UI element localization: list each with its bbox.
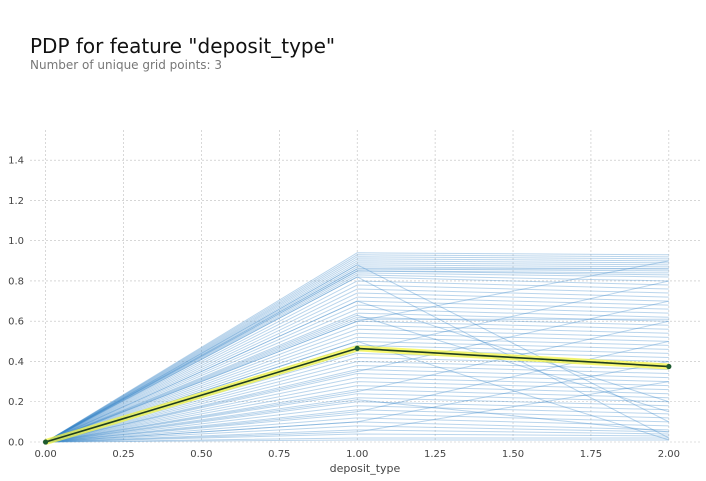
ice-line	[45, 256, 669, 443]
ice-line	[45, 369, 669, 443]
axis-ticks: 0.00 0.25 0.50 0.75 1.00 1.25 1.50 1.75 2.00 0.0 0…	[8, 156, 680, 460]
ice-line	[45, 272, 669, 443]
ice-line	[45, 300, 669, 443]
ice-line	[45, 268, 669, 443]
ice-line	[45, 308, 669, 443]
pdp-point	[42, 439, 49, 445]
y-tick-label: 0.4	[8, 357, 24, 368]
ice-line	[45, 270, 669, 443]
ice-line	[45, 320, 669, 443]
y-tick-label: 0.8	[8, 276, 24, 287]
pdp-series	[42, 345, 672, 445]
pdp-point	[354, 345, 360, 351]
ice-line	[45, 409, 669, 443]
ice-line	[45, 425, 669, 443]
ice-line	[45, 381, 669, 443]
y-tick-label: 0.0	[8, 438, 24, 449]
ice-line	[45, 264, 670, 443]
ice-line	[45, 264, 669, 443]
y-tick-label: 1.2	[8, 196, 24, 207]
x-tick-label: 0.50	[190, 449, 212, 460]
grid	[30, 130, 700, 443]
ice-line	[45, 276, 670, 443]
x-tick-label: 0.75	[268, 449, 290, 460]
ice-line	[45, 399, 669, 443]
chart-subtitle: Number of unique grid points: 3	[30, 58, 223, 72]
ice-line	[45, 373, 669, 443]
y-tick-label: 0.2	[8, 397, 24, 408]
ice-line	[45, 417, 669, 443]
ice-line	[45, 405, 669, 443]
x-tick-label: 0.25	[112, 449, 134, 460]
ice-line	[45, 292, 669, 443]
ice-line	[45, 336, 669, 443]
x-axis-label: deposit_type	[330, 462, 401, 475]
ice-line	[45, 421, 669, 443]
ice-line	[45, 300, 669, 443]
ice-line	[45, 252, 669, 443]
x-tick-label: 1.25	[424, 449, 446, 460]
ice-line	[45, 270, 669, 443]
ice-line	[45, 258, 669, 443]
ice-line	[45, 401, 669, 443]
ice-line	[45, 365, 669, 443]
x-tick-label: 1.50	[502, 449, 524, 460]
x-tick-label: 1.00	[346, 449, 368, 460]
ice-line	[45, 262, 669, 443]
ice-line	[45, 284, 669, 443]
ice-line	[45, 280, 669, 443]
ice-line	[45, 433, 669, 443]
ice-line	[45, 316, 669, 443]
ice-line	[45, 254, 669, 443]
ice-line	[45, 413, 669, 443]
ice-line	[45, 385, 669, 443]
y-tick-label: 0.6	[8, 317, 24, 328]
ice-line	[45, 274, 669, 443]
y-tick-label: 1.0	[8, 236, 24, 247]
ice-line	[45, 312, 669, 443]
ice-line	[45, 318, 669, 443]
ice-line	[45, 304, 669, 443]
ice-line	[45, 437, 669, 443]
ice-line	[45, 300, 669, 443]
x-tick-label: 1.75	[580, 449, 602, 460]
ice-line	[45, 360, 669, 443]
ice-line	[45, 288, 669, 443]
ice-line	[45, 377, 669, 443]
ice-line	[45, 332, 669, 443]
chart-title: PDP for feature "deposit_type"	[30, 34, 336, 58]
ice-line	[45, 393, 669, 443]
ice-line	[45, 260, 669, 443]
ice-line	[45, 340, 669, 443]
ice-line	[45, 324, 669, 443]
ice-line	[45, 314, 669, 443]
x-tick-label: 2.00	[658, 449, 680, 460]
ice-line	[45, 439, 669, 443]
y-tick-label: 1.4	[8, 156, 24, 167]
ice-line	[45, 389, 669, 443]
ice-line	[45, 268, 669, 443]
ice-line	[45, 266, 669, 443]
ice-line	[45, 397, 669, 443]
ice-line	[45, 328, 669, 443]
ice-line	[45, 296, 669, 443]
ice-line	[45, 276, 669, 443]
pdp-point	[666, 363, 672, 370]
ice-line	[45, 381, 669, 443]
ice-line	[45, 360, 669, 443]
ice-line	[45, 260, 669, 443]
x-tick-label: 0.00	[34, 449, 56, 460]
ice-line	[45, 429, 669, 443]
ice-line	[45, 320, 669, 443]
